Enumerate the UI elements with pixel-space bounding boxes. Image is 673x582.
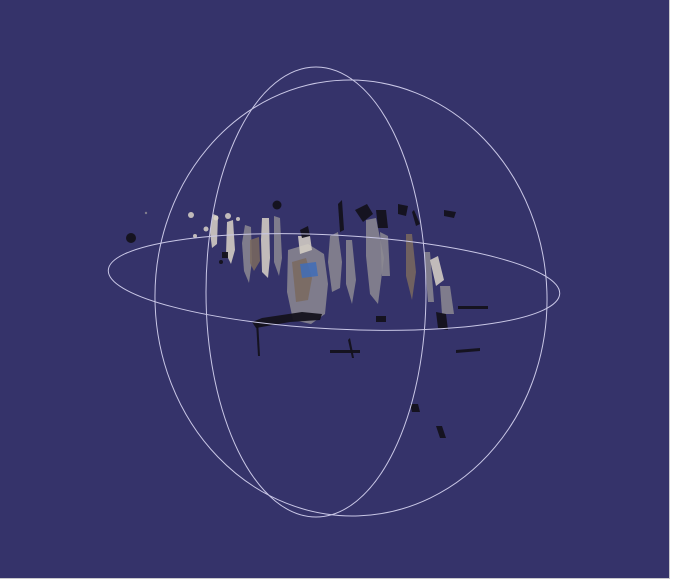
point-cluster [188,212,194,218]
point-cluster [145,212,147,214]
point-cluster [458,306,488,309]
point-cluster [376,210,388,228]
point-cluster [222,252,228,258]
point-cluster [376,316,386,322]
point-cluster [261,218,270,278]
point-cluster [273,201,282,210]
point-cluster [300,262,318,278]
point-cluster [126,233,136,243]
point-cluster [236,217,240,221]
point-cluster [204,227,209,232]
point-cluster [219,260,223,264]
point-cluster [225,213,231,219]
point-cluster [330,350,360,353]
